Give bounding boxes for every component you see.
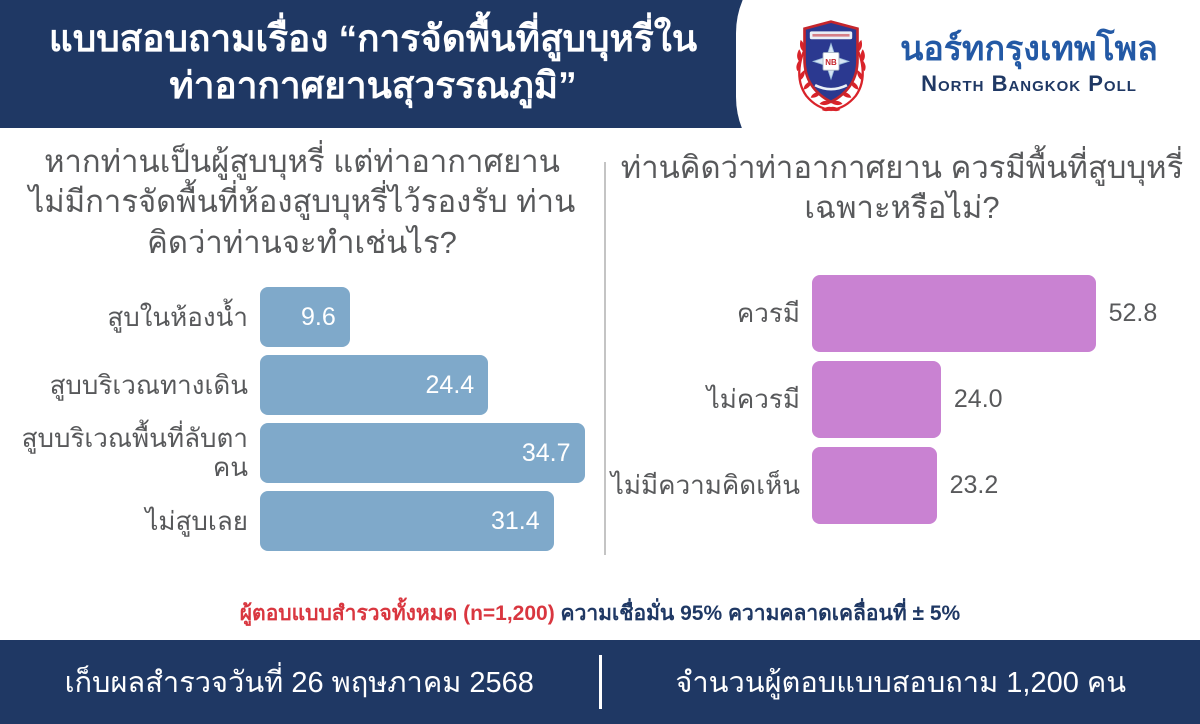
bar-category-label: ควรมี (736, 298, 800, 329)
bar-track: 24.0 (812, 361, 1196, 438)
bar (812, 447, 937, 524)
bar-value-label: 52.8 (1108, 299, 1158, 327)
bar-chart-smoking-area-opinion: ควรมี 52.8 ไม่ควรมี 24.0 ไม่มีความคิดเห็น 23.… (610, 275, 1196, 533)
bar (812, 361, 941, 438)
logo-wordmark: นอร์ทกรุงเทพโพล North Bangkok Poll (900, 30, 1158, 96)
footer-bar: เก็บผลสำรวจวันที่ 26 พฤษภาคม 2568 จำนวนผ… (0, 640, 1200, 724)
bar-chart-smoking-behavior: สูบในห้องน้ำ 9.6 สูบบริเวณทางเดิน 24.4 สูบบร… (12, 287, 592, 559)
survey-title: แบบสอบถามเรื่อง “การจัดพื้นที่สูบบุหรี่ใ… (48, 18, 698, 107)
bar-track: 31.4 (260, 491, 592, 551)
bar-track: 52.8 (812, 275, 1196, 352)
bar-row: ไม่มีความคิดเห็น 23.2 (610, 447, 1196, 524)
bar: 24.4 (260, 355, 489, 415)
bar-value-label: 31.4 (490, 506, 540, 535)
footer-divider-line (598, 655, 602, 709)
bar-track: 23.2 (812, 447, 1196, 524)
bar: 31.4 (260, 491, 554, 551)
university-crest-icon: NB (796, 20, 867, 112)
logo-group: NB นอร์ทกรุงเทพโพล North Bangkok Poll (736, 0, 1200, 128)
bar-category-label: สูบบริเวณพื้นที่ลับตาคน (21, 423, 248, 482)
bar-value-label: 34.7 (521, 438, 571, 467)
bar-row: สูบในห้องน้ำ 9.6 (12, 287, 592, 347)
bar-value-label: 24.4 (425, 370, 475, 399)
bar-row: ควรมี 52.8 (610, 275, 1196, 352)
survey-date-text: เก็บผลสำรวจวันที่ 26 พฤษภาคม 2568 (64, 667, 534, 699)
methodology-footnote: ผู้ตอบแบบสำรวจทั้งหมด (n=1,200) ความเชื่… (0, 597, 1200, 630)
bar: 34.7 (260, 423, 585, 483)
bar-category-label: สูบในห้องน้ำ (107, 301, 248, 332)
respondent-count-text: จำนวนผู้ตอบแบบสอบถาม 1,200 คน (675, 667, 1127, 699)
header-bar: แบบสอบถามเรื่อง “การจัดพื้นที่สูบบุหรี่ใ… (0, 0, 1200, 182)
bar-track: 9.6 (260, 287, 592, 347)
bar-category-label: สูบบริเวณทางเดิน (49, 369, 248, 400)
bar-category-label: ไม่สูบเลย (145, 505, 248, 536)
sample-size-text: ผู้ตอบแบบสำรวจทั้งหมด (n=1,200) (239, 602, 555, 625)
bar-row: สูบบริเวณทางเดิน 24.4 (12, 355, 592, 415)
bar-category-label: ไม่มีความคิดเห็น (610, 470, 800, 501)
bar (812, 275, 1096, 352)
bar-row: ไม่ควรมี 24.0 (610, 361, 1196, 438)
bar: 9.6 (260, 287, 350, 347)
bar-value-label: 23.2 (949, 471, 999, 499)
svg-text:NB: NB (825, 58, 837, 67)
bar-row: ไม่สูบเลย 31.4 (12, 491, 592, 551)
question-left-chart: หากท่านเป็นผู้สูบบุหรี่ แต่ท่าอากาศยาน ไม… (28, 144, 576, 260)
bar-track: 24.4 (260, 355, 592, 415)
bar-value-label: 24.0 (953, 385, 1003, 413)
bar-track: 34.7 (260, 423, 592, 483)
bar-category-label: ไม่ควรมี (706, 384, 800, 415)
logo-panel: NB นอร์ทกรุงเทพโพล North Bangkok Poll (736, 0, 1200, 182)
org-name-thai: นอร์ทกรุงเทพโพล (900, 30, 1158, 69)
charts-divider-line (604, 162, 606, 555)
question-right-chart: ท่านคิดว่าท่าอากาศยาน ควรมีพื้นที่สูบบุห… (620, 150, 1184, 226)
org-name-english: North Bangkok Poll (921, 70, 1137, 96)
bar-row: สูบบริเวณพื้นที่ลับตาคน 34.7 (12, 423, 592, 483)
confidence-level-text: ความเชื่อมั่น 95% ความคลาดเคลื่อนที่ ± 5… (560, 602, 961, 625)
bar-value-label: 9.6 (301, 302, 336, 331)
